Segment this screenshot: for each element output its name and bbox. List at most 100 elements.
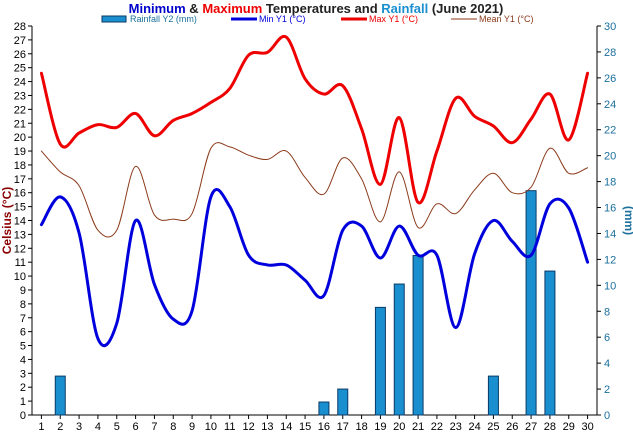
right-tick-label: 28: [604, 47, 616, 59]
left-tick-label: 10: [14, 271, 26, 283]
right-tick-label: 14: [604, 228, 616, 240]
x-tick-label: 15: [299, 421, 311, 433]
x-tick-label: 14: [280, 421, 292, 433]
chart-title: Minimum & Maximum Temperatures and Rainf…: [129, 1, 504, 16]
x-tick-label: 4: [95, 421, 101, 433]
right-tick-label: 18: [604, 177, 616, 189]
x-tick-label: 13: [261, 421, 273, 433]
x-tick-label: 16: [318, 421, 330, 433]
left-tick-label: 26: [14, 49, 26, 61]
x-tick-label: 17: [337, 421, 349, 433]
legend-max-label: Max Y1 (°C): [369, 14, 418, 24]
left-tick-label: 7: [20, 313, 26, 325]
title-amp: &: [186, 1, 203, 16]
right-tick-label: 16: [604, 203, 616, 215]
x-tick-label: 8: [170, 421, 176, 433]
x-tick-label: 1: [38, 421, 44, 433]
title-period: (June 2021): [428, 1, 503, 16]
legend-rainfall-swatch: [101, 15, 127, 23]
x-tick-label: 20: [393, 421, 405, 433]
title-minimum: Minimum: [129, 1, 186, 16]
left-tick-label: 14: [14, 216, 26, 228]
left-tick-label: 22: [14, 104, 26, 116]
x-tick-label: 28: [544, 421, 556, 433]
left-tick-label: 1: [20, 396, 26, 408]
left-tick-label: 15: [14, 202, 26, 214]
plot-area: [32, 26, 597, 415]
left-tick-label: 0: [20, 410, 26, 422]
x-tick-label: 18: [355, 421, 367, 433]
right-tick-label: 6: [604, 332, 610, 344]
title-rainfall: Rainfall: [381, 1, 428, 16]
x-tick-label: 21: [412, 421, 424, 433]
right-tick-label: 0: [604, 410, 610, 422]
x-tick-label: 29: [563, 421, 575, 433]
x-tick-label: 9: [189, 421, 195, 433]
left-tick-label: 5: [20, 341, 26, 353]
left-tick-label: 3: [20, 368, 26, 380]
left-tick-label: 2: [20, 382, 26, 394]
mean-temp-line: [40, 142, 589, 238]
title-maximum: Maximum: [202, 1, 262, 16]
rainfall-bar: [487, 375, 499, 416]
left-tick-label: 20: [14, 132, 26, 144]
x-tick-label: 22: [431, 421, 443, 433]
rainfall-bar: [412, 255, 424, 416]
left-tick-label: 11: [15, 257, 26, 269]
x-tick-label: 12: [242, 421, 254, 433]
right-tick-label: 30: [604, 21, 616, 33]
right-tick-label: 20: [604, 151, 616, 163]
left-tick-label: 25: [14, 63, 26, 75]
x-tick-label: 2: [57, 421, 63, 433]
right-tick-label: 4: [604, 358, 610, 370]
x-tick-label: 11: [224, 421, 235, 433]
left-tick-label: 17: [14, 174, 26, 186]
left-tick-label: 24: [14, 77, 26, 89]
right-tick-label: 26: [604, 73, 616, 85]
x-tick-label: 23: [450, 421, 462, 433]
x-tick-label: 6: [133, 421, 139, 433]
left-tick-label: 28: [14, 21, 26, 33]
right-tick-label: 10: [604, 280, 616, 292]
legend-rainfall-label: Rainfall Y2 (mm): [130, 14, 197, 24]
x-tick-label: 3: [76, 421, 82, 433]
legend-mean-label: Mean Y1 (°C): [479, 14, 533, 24]
left-tick-label: 12: [14, 243, 26, 255]
x-tick-label: 30: [581, 421, 593, 433]
left-tick-label: 27: [14, 35, 26, 47]
left-tick-label: 4: [20, 354, 26, 366]
min-temp-line: [39, 188, 590, 348]
right-tick-label: 12: [604, 254, 616, 266]
x-tick-label: 7: [151, 421, 157, 433]
right-tick-label: 22: [604, 125, 616, 137]
left-tick-label: 21: [14, 118, 26, 130]
right-tick-label: 2: [604, 384, 610, 396]
left-tick-label: 6: [20, 327, 26, 339]
legend-min-label: Min Y1 (°C): [259, 14, 305, 24]
left-tick-label: 16: [14, 188, 26, 200]
right-tick-label: 24: [604, 99, 616, 111]
left-tick-label: 13: [14, 229, 26, 241]
rainfall-bar: [393, 283, 405, 416]
x-tick-label: 25: [487, 421, 499, 433]
x-tick-label: 5: [114, 421, 120, 433]
right-tick-label: 8: [604, 306, 610, 318]
rainfall-bar: [544, 270, 556, 416]
left-tick-label: 9: [20, 285, 26, 297]
left-tick-label: 23: [14, 90, 26, 102]
y2-axis-label: (mm): [622, 206, 633, 235]
x-tick-label: 24: [468, 421, 480, 433]
max-temp-line: [39, 34, 590, 205]
left-tick-label: 19: [14, 146, 26, 158]
rainfall-bar: [374, 306, 386, 416]
title-middle: Temperatures and: [262, 1, 381, 16]
x-tick-label: 19: [374, 421, 386, 433]
rainfall-bar: [54, 375, 66, 416]
x-tick-label: 26: [506, 421, 518, 433]
rainfall-bar: [318, 401, 330, 416]
rainfall-bar: [337, 388, 349, 416]
left-tick-label: 8: [20, 299, 26, 311]
rainfall-bar: [525, 190, 537, 416]
